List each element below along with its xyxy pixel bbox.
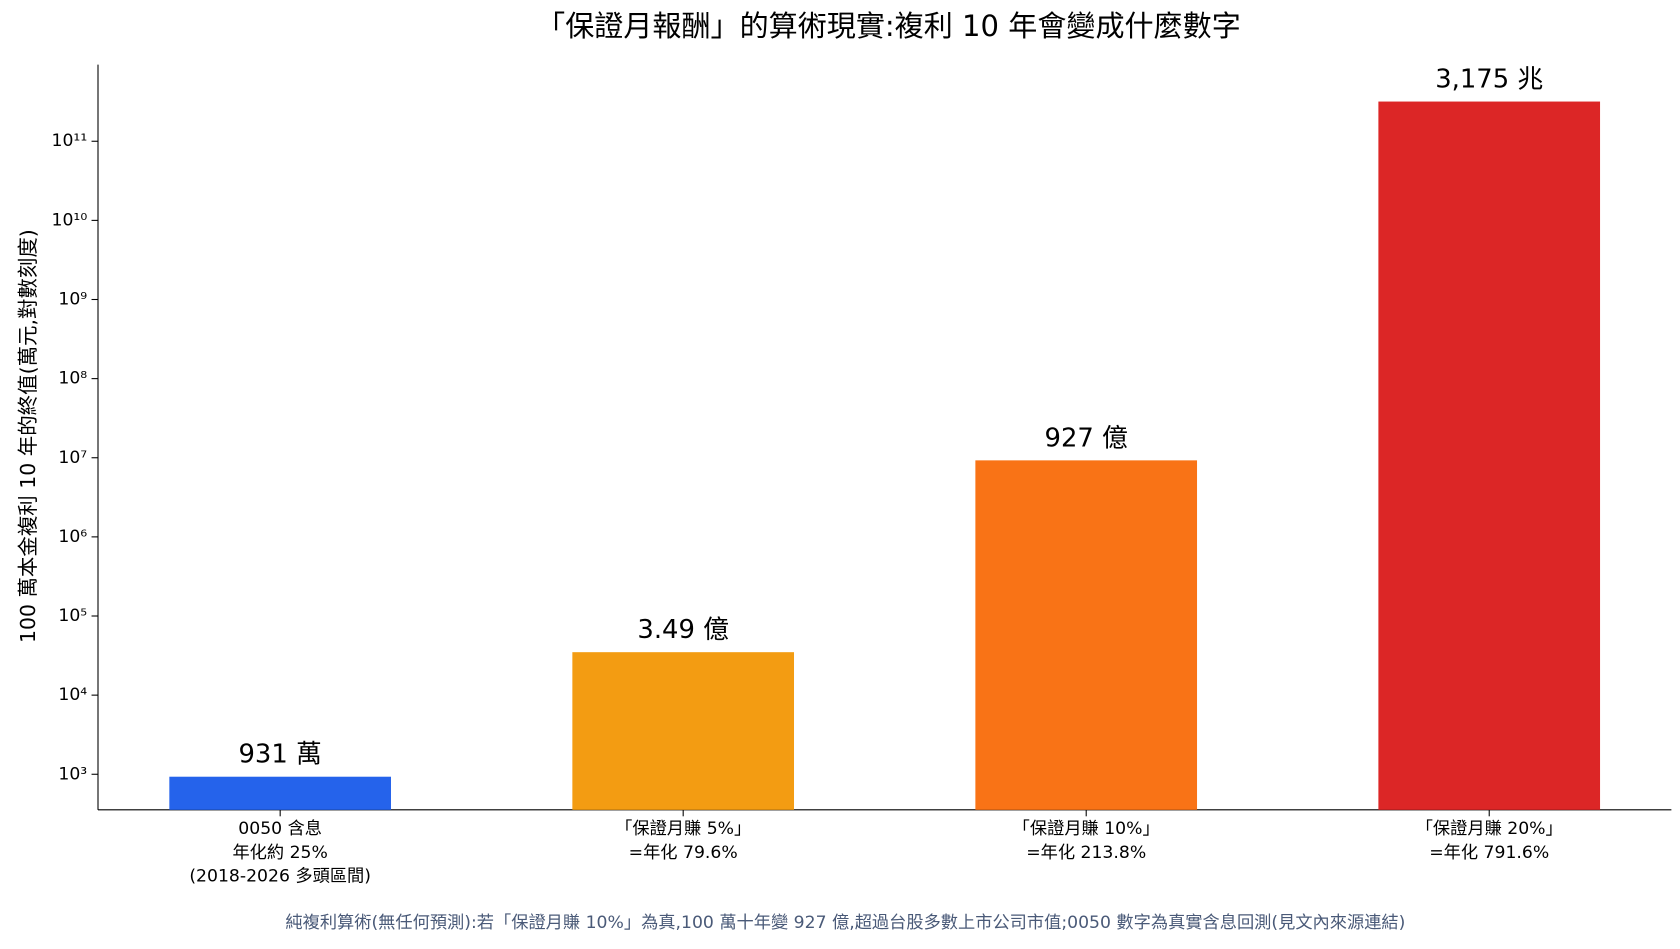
- y-tick-label: 10⁶: [58, 527, 87, 547]
- y-tick-label: 10¹⁰: [52, 210, 88, 230]
- chart-title: 「保證月報酬」的算術現實:複利 10 年會變成什麼數字: [536, 9, 1241, 43]
- y-tick-label: 10⁸: [58, 369, 87, 389]
- y-axis-label: 100 萬本金複利 10 年的終值(萬元,對數刻度): [16, 229, 40, 643]
- x-tick-label: (2018-2026 多頭區間): [189, 867, 371, 887]
- x-tick-label: 「保證月賺 10%」: [1013, 819, 1160, 839]
- x-tick-label: 「保證月賺 20%」: [1416, 819, 1563, 839]
- y-tick-label: 10⁷: [58, 448, 87, 468]
- y-tick-label: 10⁹: [58, 290, 87, 310]
- x-tick-label: =年化 213.8%: [1026, 843, 1146, 863]
- value-label: 931 萬: [238, 740, 321, 770]
- footnote: 純複利算術(無任何預測):若「保證月賺 10%」為真,100 萬十年變 927 …: [285, 913, 1405, 933]
- bar: [169, 776, 391, 810]
- x-tick-label: =年化 79.6%: [629, 843, 738, 863]
- bar: [975, 460, 1198, 810]
- y-tick-label: 10¹¹: [52, 131, 88, 151]
- x-tick-label: 年化約 25%: [232, 843, 327, 863]
- value-label: 927 億: [1045, 423, 1128, 453]
- x-tick-label: 「保證月賺 5%」: [615, 819, 751, 839]
- y-tick-label: 10⁵: [58, 606, 87, 626]
- value-label: 3,175 兆: [1435, 65, 1543, 95]
- bar: [1378, 101, 1601, 810]
- bar: [572, 652, 795, 810]
- value-label: 3.49 億: [637, 615, 729, 645]
- y-tick-label: 10⁴: [58, 685, 87, 705]
- x-tick-label: 0050 含息: [238, 819, 322, 839]
- y-tick-label: 10³: [58, 764, 87, 784]
- x-tick-label: =年化 791.6%: [1429, 843, 1549, 863]
